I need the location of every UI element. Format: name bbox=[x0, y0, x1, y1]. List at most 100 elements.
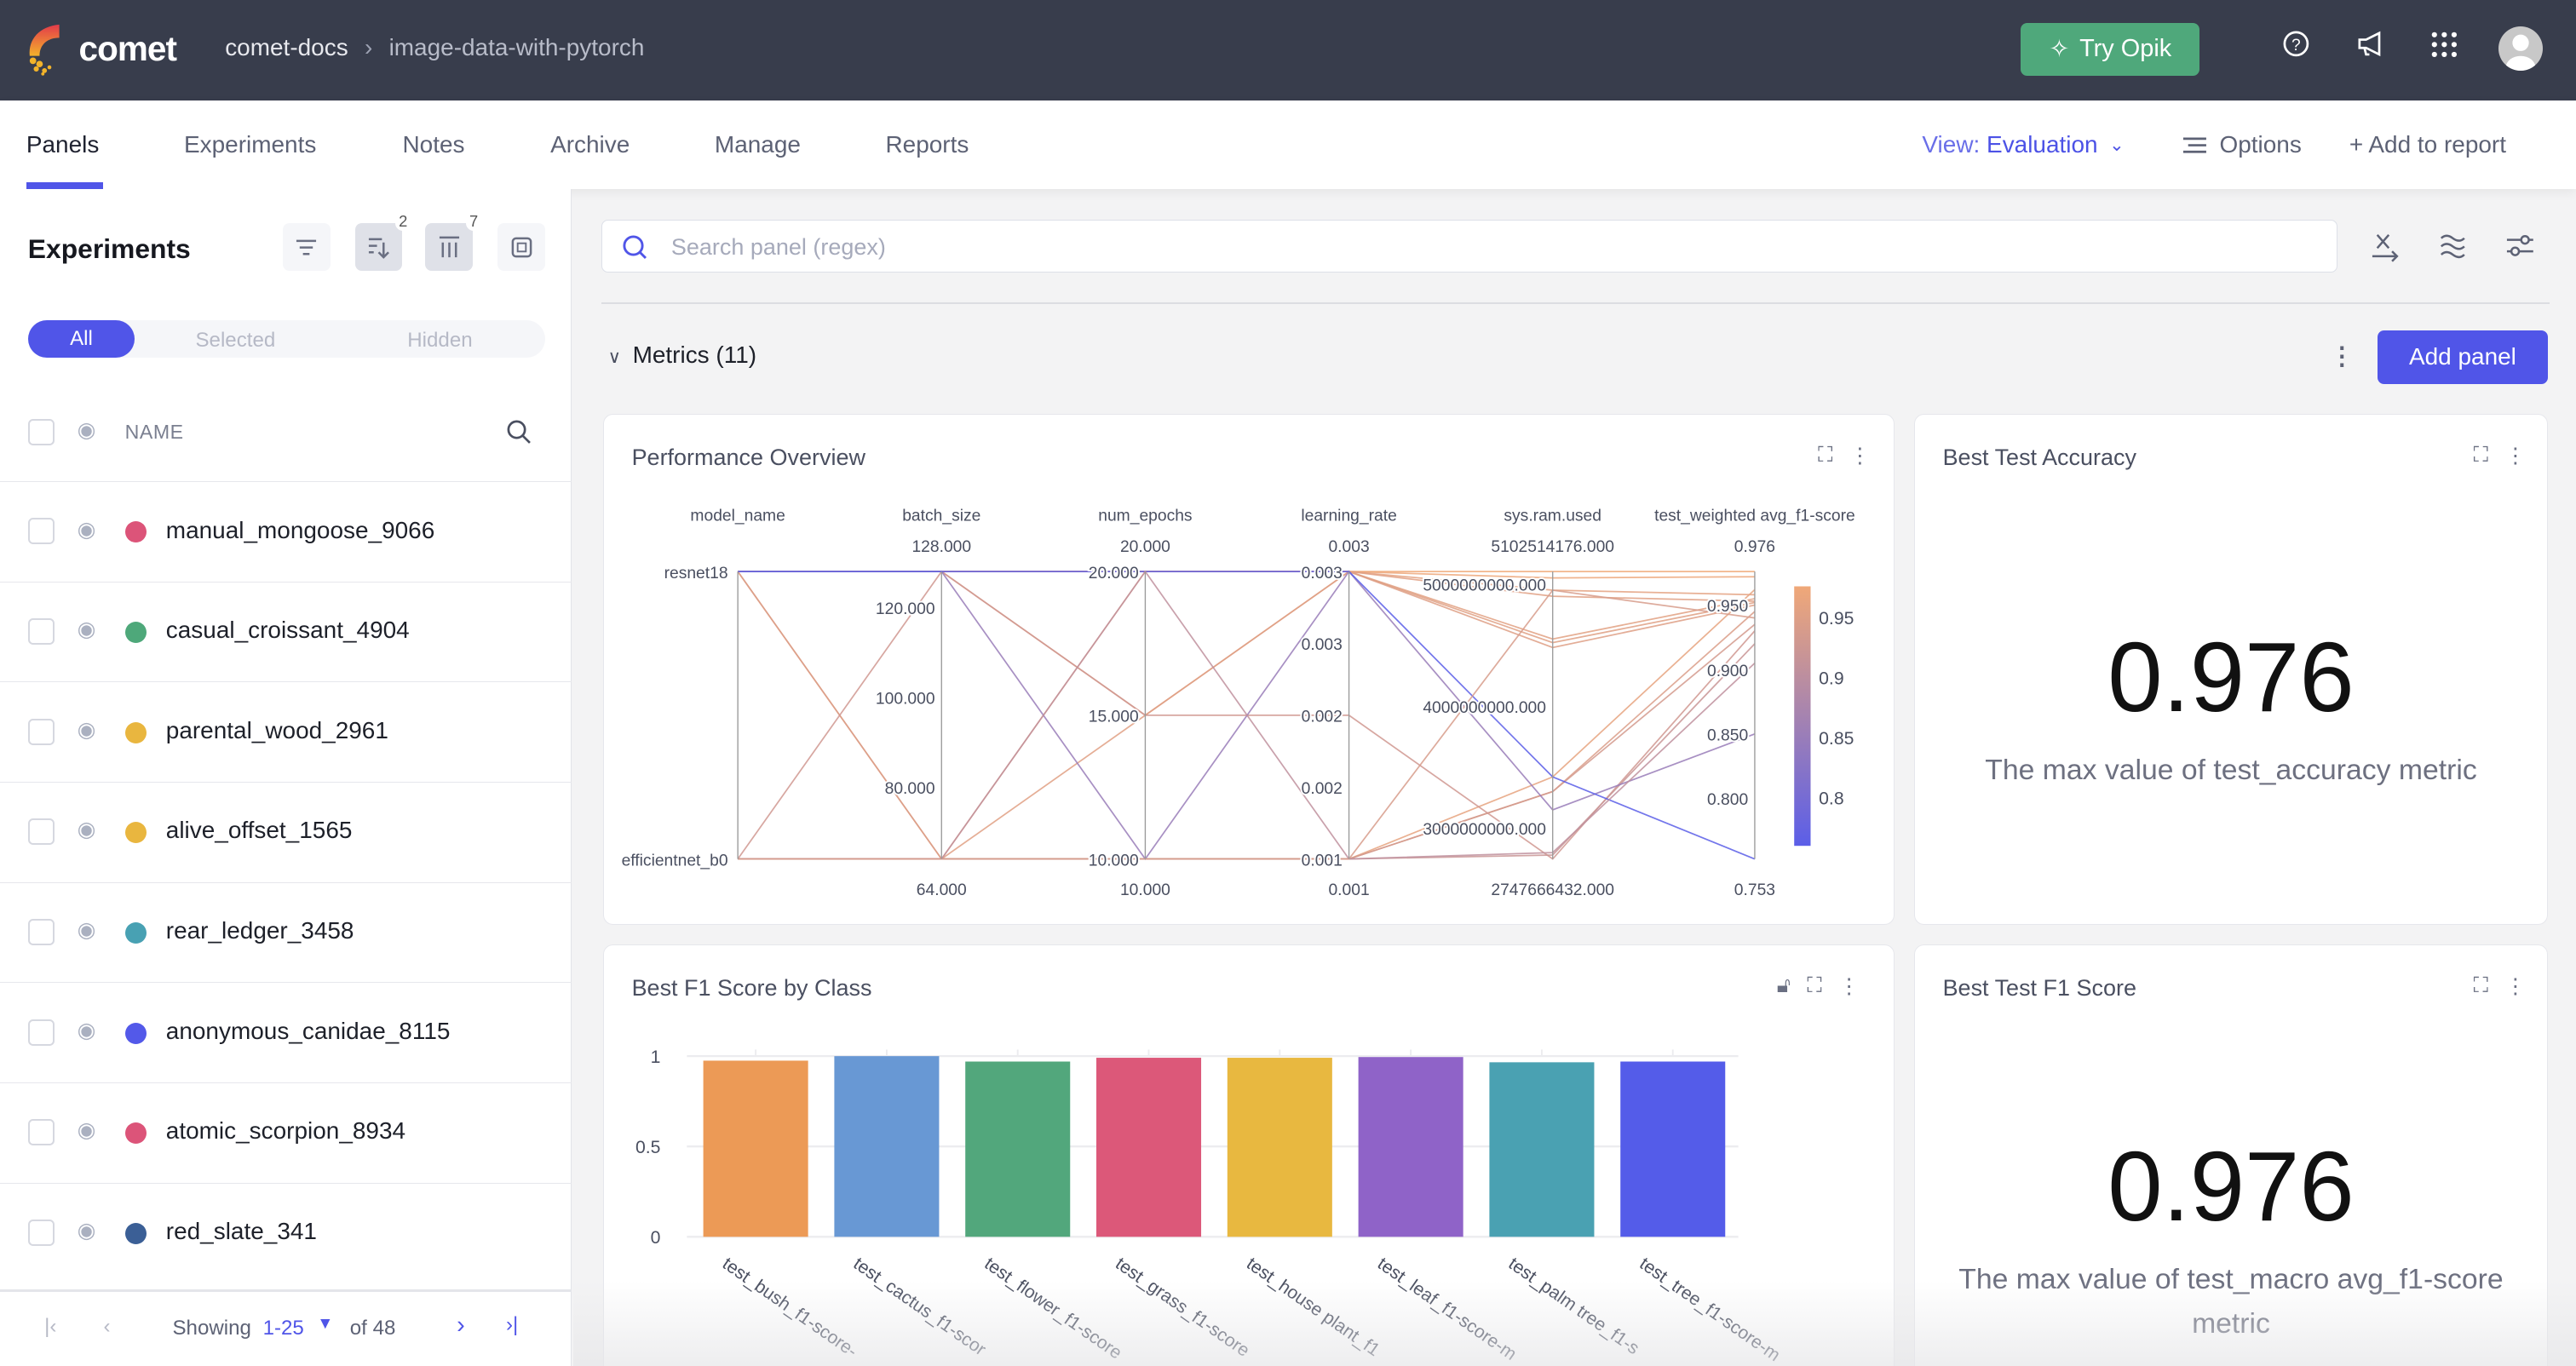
row-checkbox[interactable] bbox=[27, 1019, 55, 1046]
segment-hidden[interactable]: Hidden bbox=[407, 328, 473, 352]
experiment-row[interactable]: ◉ manual_mongoose_9066 bbox=[0, 481, 572, 582]
filter-icon bbox=[296, 239, 317, 255]
first-page-icon[interactable]: |‹ bbox=[44, 1314, 57, 1338]
tab-panels[interactable]: Panels bbox=[26, 131, 100, 158]
avatar[interactable] bbox=[2498, 26, 2544, 71]
tab-experiments[interactable]: Experiments bbox=[183, 131, 317, 158]
filter-button[interactable] bbox=[282, 223, 331, 272]
panel-search-input[interactable]: Search panel (regex) bbox=[601, 220, 2338, 273]
smoothing-icon[interactable] bbox=[2438, 232, 2468, 261]
axis-tick-label: 0.003 bbox=[1301, 565, 1342, 583]
experiment-row[interactable]: ◉ alive_offset_1565 bbox=[0, 781, 572, 882]
experiment-name[interactable]: casual_croissant_4904 bbox=[165, 617, 410, 644]
fullscreen-icon[interactable]: ⛶ bbox=[2473, 442, 2489, 467]
name-column-header[interactable]: NAME bbox=[124, 420, 184, 443]
experiment-row[interactable]: ◉ red_slate_341 bbox=[0, 1182, 572, 1283]
fullscreen-icon[interactable]: ⛶ bbox=[1807, 973, 1822, 997]
try-opik-button[interactable]: ✧ Try Opik bbox=[2021, 22, 2200, 76]
columns-count-badge: 7 bbox=[466, 211, 482, 231]
experiment-name[interactable]: atomic_scorpion_8934 bbox=[165, 1117, 406, 1145]
experiment-color-dot[interactable] bbox=[124, 822, 147, 844]
tab-manage[interactable]: Manage bbox=[714, 131, 801, 158]
experiment-color-dot[interactable] bbox=[124, 1222, 147, 1244]
announcement-icon[interactable] bbox=[2356, 30, 2386, 65]
more-vertical-icon[interactable]: ⋮ bbox=[2504, 973, 2527, 998]
segment-all[interactable]: All bbox=[27, 320, 135, 359]
more-vertical-icon[interactable]: ⋮ bbox=[2504, 443, 2527, 468]
eye-icon[interactable]: ◉ bbox=[77, 818, 96, 842]
more-vertical-icon[interactable]: ⋮ bbox=[1838, 973, 1860, 998]
lock-icon[interactable]: 🔓︎ bbox=[1776, 973, 1791, 997]
experiment-row[interactable]: ◉ parental_wood_2961 bbox=[0, 681, 572, 782]
row-checkbox[interactable] bbox=[27, 718, 55, 745]
x-axis-icon[interactable] bbox=[2371, 232, 2401, 265]
search-icon[interactable] bbox=[506, 419, 532, 445]
sort-button[interactable]: 2 bbox=[354, 211, 411, 272]
tab-notes[interactable]: Notes bbox=[402, 131, 465, 158]
experiment-color-dot[interactable] bbox=[124, 621, 147, 644]
next-page-icon[interactable]: › bbox=[457, 1311, 465, 1340]
experiment-row[interactable]: ◉ atomic_scorpion_8934 bbox=[0, 1082, 572, 1183]
experiments-sidebar: Experiments 2 7 All Selected Hidden ◉ NA… bbox=[0, 188, 572, 1366]
eye-icon[interactable]: ◉ bbox=[77, 1118, 96, 1143]
columns-button[interactable]: 7 bbox=[425, 211, 482, 272]
breadcrumb-project[interactable]: image-data-with-pytorch bbox=[388, 34, 645, 61]
row-checkbox[interactable] bbox=[27, 1219, 55, 1246]
fullscreen-icon[interactable]: ⛶ bbox=[2473, 973, 2489, 997]
comet-logo[interactable]: comet bbox=[26, 23, 177, 76]
caret-down-icon[interactable]: ▼ bbox=[317, 1314, 334, 1333]
row-checkbox[interactable] bbox=[27, 818, 55, 846]
experiment-name[interactable]: parental_wood_2961 bbox=[165, 716, 388, 743]
prev-page-icon[interactable]: ‹ bbox=[103, 1314, 111, 1338]
row-checkbox[interactable] bbox=[27, 618, 55, 645]
tab-reports[interactable]: Reports bbox=[885, 131, 969, 158]
experiment-name[interactable]: red_slate_341 bbox=[165, 1218, 317, 1245]
experiment-row[interactable]: ◉ rear_ledger_3458 bbox=[0, 881, 572, 983]
row-checkbox[interactable] bbox=[27, 919, 55, 945]
experiment-row[interactable]: ◉ anonymous_canidae_8115 bbox=[0, 982, 572, 1082]
experiment-color-dot[interactable] bbox=[124, 521, 147, 543]
experiment-color-dot[interactable] bbox=[124, 1122, 147, 1145]
tab-archive[interactable]: Archive bbox=[550, 131, 630, 158]
eye-icon[interactable]: ◉ bbox=[77, 717, 96, 742]
fullscreen-icon[interactable]: ⛶ bbox=[1817, 442, 1833, 467]
axis-title: test_weighted avg_f1-score bbox=[1654, 507, 1855, 525]
showing-label: Showing bbox=[172, 1316, 251, 1340]
settings-sliders-icon[interactable] bbox=[2505, 232, 2535, 261]
segment-selected[interactable]: Selected bbox=[195, 328, 276, 352]
select-all-checkbox[interactable] bbox=[27, 418, 55, 445]
parallel-coordinates-chart[interactable]: model_name resnet18 efficientnet_b0 batch_s… bbox=[603, 414, 1895, 925]
experiment-color-dot[interactable] bbox=[124, 1022, 147, 1044]
experiment-name[interactable]: alive_offset_1565 bbox=[165, 817, 353, 844]
experiment-row[interactable]: ◉ casual_croissant_4904 bbox=[0, 581, 572, 682]
eye-icon[interactable]: ◉ bbox=[77, 517, 96, 542]
more-vertical-icon[interactable]: ⋮ bbox=[2329, 343, 2355, 371]
metrics-section-toggle[interactable]: ∨ Metrics (11) bbox=[608, 342, 757, 369]
axis-tick-label: 0.850 bbox=[1707, 727, 1748, 745]
options-button[interactable]: Options bbox=[2182, 131, 2302, 158]
eye-icon[interactable]: ◉ bbox=[77, 1219, 96, 1243]
page-range-select[interactable]: 1-25 bbox=[262, 1316, 304, 1340]
view-selector[interactable]: View: Evaluation ⌄ bbox=[1922, 131, 2124, 158]
apps-grid-icon[interactable] bbox=[2429, 30, 2459, 66]
bar bbox=[1358, 1057, 1463, 1237]
last-page-icon[interactable]: ›| bbox=[505, 1312, 519, 1336]
more-vertical-icon[interactable]: ⋮ bbox=[1849, 443, 1871, 468]
add-to-report-button[interactable]: + Add to report bbox=[2349, 131, 2506, 158]
eye-icon[interactable]: ◉ bbox=[77, 617, 96, 642]
experiment-name[interactable]: rear_ledger_3458 bbox=[165, 917, 354, 944]
eye-icon[interactable]: ◉ bbox=[77, 918, 96, 943]
experiment-name[interactable]: manual_mongoose_9066 bbox=[165, 516, 435, 543]
experiment-name[interactable]: anonymous_canidae_8115 bbox=[165, 1017, 451, 1044]
breadcrumb-workspace[interactable]: comet-docs bbox=[225, 34, 348, 61]
metric-value: 0.976 bbox=[2107, 1130, 2355, 1242]
experiment-color-dot[interactable] bbox=[124, 721, 147, 743]
add-panel-button[interactable]: Add panel bbox=[2377, 330, 2549, 385]
experiment-color-dot[interactable] bbox=[124, 921, 147, 944]
eye-icon[interactable]: ◉ bbox=[77, 1018, 96, 1042]
group-button[interactable] bbox=[497, 223, 546, 272]
row-checkbox[interactable] bbox=[27, 1119, 55, 1146]
eye-icon[interactable]: ◉ bbox=[77, 417, 96, 442]
help-icon[interactable]: ? bbox=[2282, 30, 2310, 65]
row-checkbox[interactable] bbox=[27, 518, 55, 545]
